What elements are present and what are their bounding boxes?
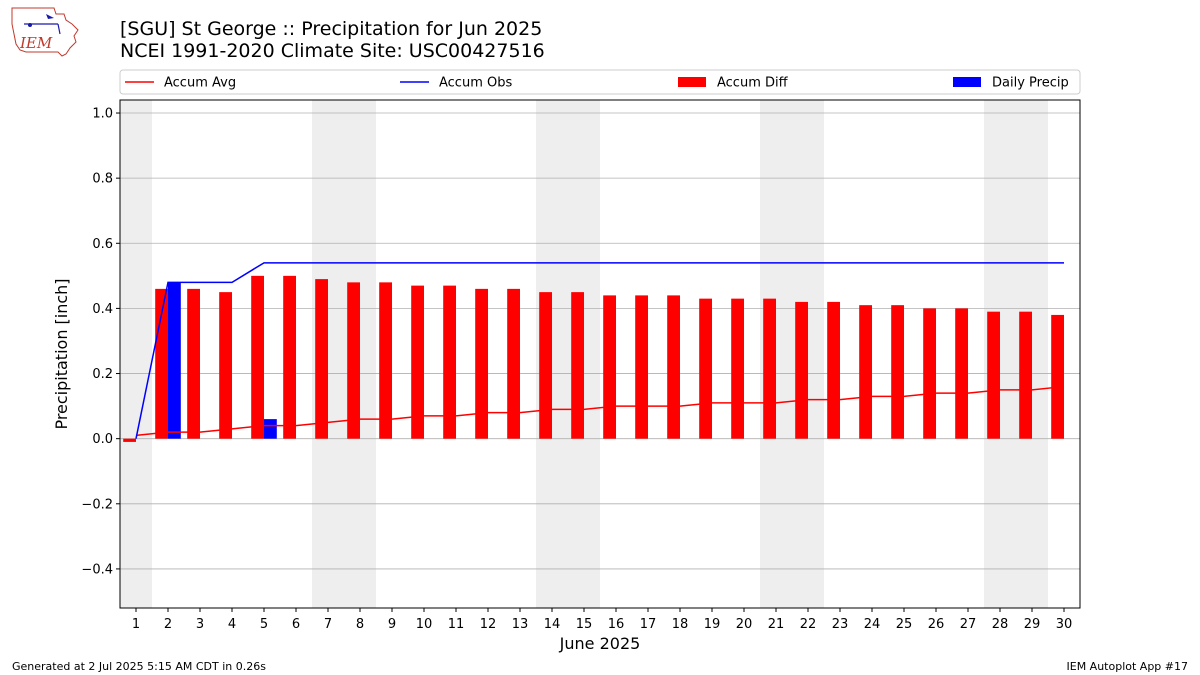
accum-obs-line xyxy=(135,262,1064,439)
x-tick-label: 28 xyxy=(992,617,1009,632)
daily-precip-bar xyxy=(264,419,277,439)
x-tick-label: 10 xyxy=(416,617,433,632)
accum-diff-bar xyxy=(379,282,392,439)
accum-diff-bar xyxy=(411,285,424,439)
x-tick-label: 3 xyxy=(196,617,204,632)
accum-diff-bar xyxy=(731,298,744,439)
accum-diff-bar xyxy=(187,288,200,439)
accum-diff-bar xyxy=(795,301,808,439)
svg-text:IEM: IEM xyxy=(19,34,53,52)
accum-diff-bar xyxy=(827,301,840,439)
legend-label: Accum Diff xyxy=(717,76,789,91)
app-credit: IEM Autoplot App #17 xyxy=(1066,660,1189,673)
accum-diff-bar xyxy=(251,275,264,439)
y-axis-label: Precipitation [inch] xyxy=(52,278,71,429)
y-tick-label: −0.2 xyxy=(81,497,113,512)
accum-diff-bar xyxy=(539,292,552,439)
accum-diff-bar xyxy=(955,308,968,439)
x-tick-label: 24 xyxy=(864,617,881,632)
x-tick-label: 4 xyxy=(228,617,236,632)
y-tick-label: 0.8 xyxy=(92,172,113,187)
iem-logo: IEM xyxy=(11,7,79,57)
x-tick-label: 13 xyxy=(512,617,529,632)
weekend-shade xyxy=(120,100,152,608)
chart-subtitle: NCEI 1991-2020 Climate Site: USC00427516 xyxy=(120,40,545,62)
legend-swatch-diff xyxy=(678,77,706,87)
daily-precip-bar xyxy=(168,282,181,439)
y-tick-label: 1.0 xyxy=(92,107,113,122)
x-axis-label: June 2025 xyxy=(559,634,641,653)
x-tick-label: 23 xyxy=(832,617,849,632)
x-tick-label: 20 xyxy=(736,617,753,632)
x-tick-label: 14 xyxy=(544,617,561,632)
accum-diff-bar xyxy=(507,288,520,439)
legend-label: Accum Avg xyxy=(164,76,236,91)
accum-diff-bar xyxy=(571,292,584,439)
x-tick-label: 7 xyxy=(324,617,332,632)
x-tick-label: 25 xyxy=(896,617,913,632)
x-tick-label: 29 xyxy=(1024,617,1041,632)
accum-diff-bar xyxy=(347,282,360,439)
x-tick-label: 26 xyxy=(928,617,945,632)
accum-diff-bar xyxy=(1019,311,1032,439)
x-tick-label: 9 xyxy=(388,617,396,632)
x-tick-label: 8 xyxy=(356,617,364,632)
accum-diff-bar xyxy=(635,295,648,439)
x-tick-label: 22 xyxy=(800,617,817,632)
accum-diff-bar xyxy=(763,298,776,439)
accum-diff-bar xyxy=(699,298,712,439)
legend-box xyxy=(119,69,1081,95)
y-tick-label: 0.0 xyxy=(92,432,113,447)
plot-frame xyxy=(119,99,1081,609)
x-tick-label: 11 xyxy=(448,617,465,632)
legend-label: Daily Precip xyxy=(992,76,1069,91)
accum-diff-bar xyxy=(283,275,296,439)
y-tick-label: 0.6 xyxy=(92,237,113,252)
accum-avg-line xyxy=(135,385,1065,437)
accum-diff-bar xyxy=(475,288,488,439)
x-tick-label: 27 xyxy=(960,617,977,632)
accum-diff-bar xyxy=(443,285,456,439)
x-tick-label: 15 xyxy=(576,617,593,632)
y-tick-label: 0.4 xyxy=(92,302,113,317)
accum-diff-bar xyxy=(315,279,328,439)
accum-diff-bar xyxy=(1051,314,1064,439)
x-tick-label: 16 xyxy=(608,617,625,632)
accum-diff-bar xyxy=(219,292,232,439)
x-tick-label: 6 xyxy=(292,617,300,632)
x-tick-label: 21 xyxy=(768,617,785,632)
accum-diff-bar xyxy=(603,295,616,439)
x-tick-label: 5 xyxy=(260,617,268,632)
accum-diff-bar xyxy=(891,305,904,439)
legend-swatch-daily xyxy=(953,77,981,87)
accum-diff-bar xyxy=(923,308,936,439)
x-tick-label: 2 xyxy=(164,617,172,632)
accum-diff-bar xyxy=(123,438,136,442)
legend-label: Accum Obs xyxy=(439,76,512,91)
accum-diff-bar xyxy=(667,295,680,439)
x-tick-label: 1 xyxy=(132,617,140,632)
accum-diff-bar xyxy=(987,311,1000,439)
chart-title: [SGU] St George :: Precipitation for Jun… xyxy=(120,18,543,40)
x-tick-label: 12 xyxy=(480,617,497,632)
x-tick-label: 19 xyxy=(704,617,721,632)
y-tick-label: −0.4 xyxy=(81,562,113,577)
x-tick-label: 18 xyxy=(672,617,689,632)
iowa-outline-icon xyxy=(11,7,79,57)
x-tick-label: 30 xyxy=(1056,617,1073,632)
x-tick-label: 17 xyxy=(640,617,657,632)
accum-diff-bar xyxy=(859,305,872,439)
y-tick-label: 0.2 xyxy=(92,367,113,382)
generated-timestamp: Generated at 2 Jul 2025 5:15 AM CDT in 0… xyxy=(12,660,266,673)
